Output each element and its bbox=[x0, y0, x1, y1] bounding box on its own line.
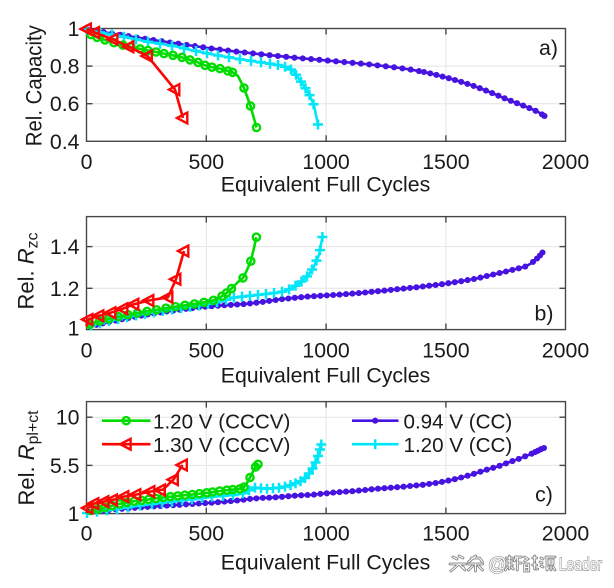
svg-text:1: 1 bbox=[68, 17, 80, 41]
svg-text:1500: 1500 bbox=[422, 150, 470, 174]
svg-text:500: 500 bbox=[189, 150, 225, 174]
svg-text:0.94 V (CC): 0.94 V (CC) bbox=[404, 411, 513, 434]
svg-text:1: 1 bbox=[68, 317, 80, 341]
svg-text:2000: 2000 bbox=[542, 150, 590, 174]
svg-text:500: 500 bbox=[189, 339, 225, 363]
svg-text:0.4: 0.4 bbox=[50, 130, 80, 154]
svg-text:500: 500 bbox=[189, 522, 225, 546]
svg-text:10: 10 bbox=[56, 406, 80, 430]
svg-text:2000: 2000 bbox=[542, 339, 590, 363]
svg-text:0: 0 bbox=[81, 339, 93, 363]
svg-text:1000: 1000 bbox=[302, 522, 350, 546]
svg-text:0.8: 0.8 bbox=[50, 55, 80, 79]
svg-text:c): c) bbox=[535, 483, 553, 507]
svg-text:1000: 1000 bbox=[302, 339, 350, 363]
svg-text:5.5: 5.5 bbox=[50, 454, 80, 478]
svg-text:1.20 V (CCCV): 1.20 V (CCCV) bbox=[153, 411, 290, 434]
svg-text:0.6: 0.6 bbox=[50, 92, 80, 116]
svg-text:2000: 2000 bbox=[542, 522, 590, 546]
svg-text:a): a) bbox=[539, 36, 558, 60]
svg-text:Equivalent Full Cycles: Equivalent Full Cycles bbox=[221, 550, 431, 574]
svg-text:1500: 1500 bbox=[422, 522, 470, 546]
svg-text:0: 0 bbox=[81, 522, 93, 546]
svg-text:1.2: 1.2 bbox=[50, 277, 80, 301]
svg-text:1.30 V (CCCV): 1.30 V (CCCV) bbox=[153, 434, 290, 457]
svg-text:1.20 V (CC): 1.20 V (CC) bbox=[404, 434, 513, 457]
svg-text:1500: 1500 bbox=[422, 339, 470, 363]
svg-text:Equivalent Full Cycles: Equivalent Full Cycles bbox=[221, 364, 431, 388]
svg-text:1.4: 1.4 bbox=[50, 235, 80, 259]
svg-text:Rel. Capacity: Rel. Capacity bbox=[22, 25, 47, 146]
svg-text:1: 1 bbox=[68, 502, 80, 526]
svg-text:Leader: Leader bbox=[559, 555, 602, 575]
svg-text:0: 0 bbox=[81, 150, 93, 174]
svg-text:Rel. Rzc: Rel. Rzc bbox=[14, 232, 42, 309]
svg-text:1000: 1000 bbox=[302, 150, 350, 174]
svg-text:@: @ bbox=[488, 555, 507, 576]
svg-text:Equivalent Full Cycles: Equivalent Full Cycles bbox=[221, 172, 431, 196]
svg-text:b): b) bbox=[535, 302, 554, 326]
